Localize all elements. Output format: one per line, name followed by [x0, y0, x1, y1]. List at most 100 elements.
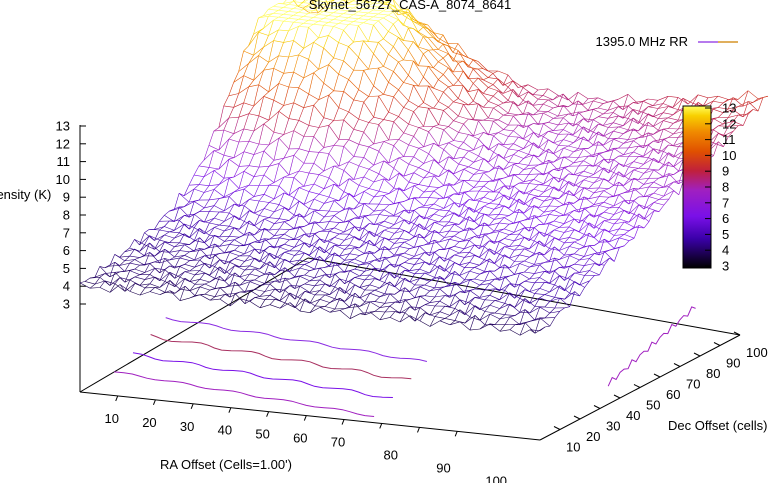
mesh-segment — [503, 185, 509, 190]
mesh-segment — [404, 239, 410, 243]
mesh-segment — [273, 192, 285, 200]
mesh-segment — [453, 163, 459, 174]
mesh-segment — [253, 96, 264, 107]
mesh-segment — [578, 196, 585, 213]
mesh-segment — [444, 285, 450, 288]
mesh-segment — [119, 262, 130, 266]
mesh-segment — [119, 284, 126, 292]
mesh-segment — [478, 205, 485, 213]
mesh-segment — [433, 159, 439, 164]
mesh-segment — [199, 272, 206, 280]
mesh-segment — [194, 211, 200, 215]
mesh-segment — [433, 198, 440, 205]
mesh-segment — [452, 43, 459, 53]
mesh-segment — [169, 290, 176, 294]
mesh-segment — [382, 0, 392, 5]
mesh-segment — [448, 224, 455, 232]
mesh-segment — [608, 122, 614, 128]
mesh-segment — [583, 118, 589, 123]
mesh-segment — [204, 247, 210, 250]
mesh-segment — [544, 246, 555, 256]
mesh-segment — [134, 248, 140, 252]
mesh-segment — [658, 120, 664, 131]
mesh-segment — [529, 251, 540, 258]
mesh-segment — [399, 290, 410, 292]
mesh-segment — [468, 89, 479, 92]
mesh-segment — [294, 226, 300, 240]
mesh-segment — [313, 41, 324, 49]
mesh-segment — [188, 184, 200, 186]
mesh-segment — [214, 217, 225, 222]
mesh-segment — [498, 178, 510, 190]
mesh-segment — [219, 210, 225, 213]
mesh-segment — [508, 174, 514, 190]
mesh-segment — [328, 120, 334, 126]
mesh-segment — [718, 133, 724, 137]
mesh-segment — [492, 90, 499, 97]
mesh-segment — [578, 187, 585, 200]
mesh-segment — [677, 97, 689, 105]
mesh-segment — [374, 236, 380, 247]
mesh-segment — [284, 221, 295, 230]
mesh-segment — [444, 315, 451, 319]
mesh-segment — [459, 270, 470, 276]
mesh-segment — [223, 178, 230, 197]
mesh-segment — [658, 117, 669, 119]
mesh-segment — [554, 311, 561, 318]
mesh-segment — [539, 326, 546, 332]
mesh-segment — [324, 237, 335, 243]
mesh-segment — [384, 305, 391, 313]
mesh-segment — [278, 111, 289, 119]
mesh-segment — [493, 191, 500, 201]
mesh-segment — [379, 257, 390, 262]
mesh-segment — [608, 139, 614, 152]
mesh-segment — [263, 185, 270, 195]
mesh-segment — [428, 50, 439, 62]
mesh-segment — [544, 325, 550, 328]
mesh-segment — [358, 157, 365, 167]
mesh-segment — [233, 166, 240, 178]
mesh-segment — [648, 106, 659, 109]
mesh-segment — [314, 238, 320, 247]
mesh-segment — [583, 126, 589, 133]
mesh-segment — [404, 252, 415, 257]
mesh-segment — [498, 217, 505, 224]
mesh-segment — [304, 242, 315, 247]
mesh-segment — [344, 258, 355, 261]
mesh-segment — [588, 196, 599, 200]
mesh-segment — [228, 178, 240, 189]
mesh-segment — [263, 202, 270, 209]
mesh-segment — [434, 300, 441, 307]
mesh-segment — [459, 309, 471, 318]
mesh-segment — [564, 281, 575, 291]
mesh-segment — [548, 220, 555, 225]
mesh-segment — [269, 228, 280, 231]
mesh-segment — [439, 288, 450, 298]
mesh-segment — [533, 103, 544, 106]
mesh-segment — [368, 5, 379, 8]
mesh-segment — [353, 18, 359, 22]
mesh-segment — [553, 115, 559, 119]
mesh-segment — [328, 64, 339, 75]
mesh-segment — [189, 227, 195, 238]
mesh-segment — [658, 176, 664, 179]
mesh-segment — [179, 286, 186, 301]
mesh-segment — [713, 118, 724, 125]
mesh-segment — [552, 94, 559, 101]
mesh-segment — [334, 286, 345, 294]
mesh-segment — [643, 132, 649, 148]
mesh-segment — [268, 132, 275, 146]
mesh-segment — [234, 265, 245, 271]
mesh-segment — [473, 213, 485, 223]
mesh-segment — [399, 230, 405, 239]
mesh-segment — [453, 140, 464, 143]
mesh-segment — [668, 128, 679, 130]
mesh-segment — [408, 197, 415, 214]
mesh-segment — [389, 271, 400, 278]
mesh-segment — [469, 244, 475, 253]
mesh-segment — [474, 305, 486, 312]
mesh-segment — [279, 233, 285, 239]
mesh-segment — [533, 154, 539, 158]
mesh-segment — [388, 31, 399, 38]
mesh-segment — [164, 241, 170, 243]
